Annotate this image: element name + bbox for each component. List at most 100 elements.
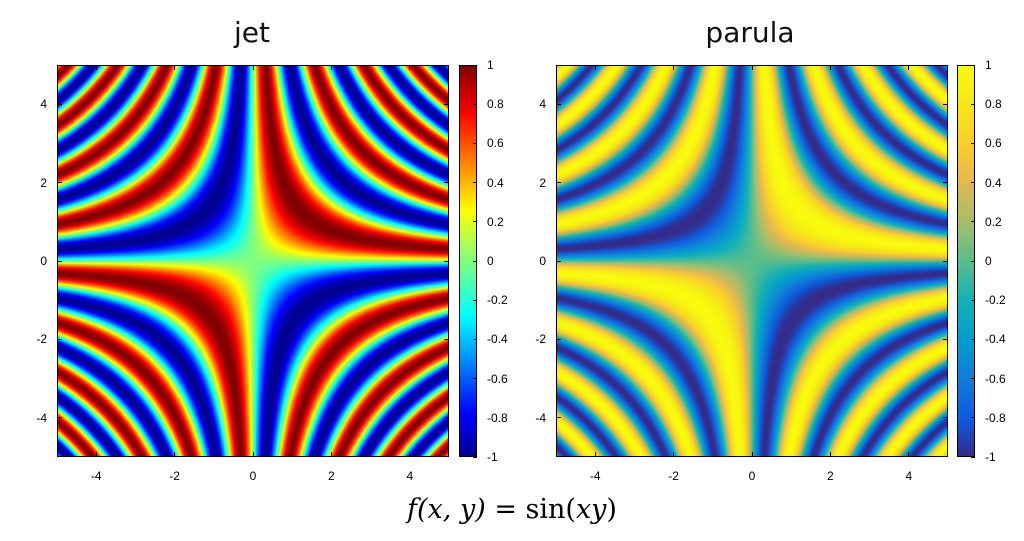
jet-xtick-mark-top [330,65,332,70]
parula-ytick-mark [556,417,561,419]
jet-xtick-mark-top [174,65,176,70]
jet-xtick-mark [409,452,411,457]
parula-colorbar-tick-mark [971,182,975,184]
parula-colorbar-tick-label: 0.4 [985,175,1002,190]
parula-colorbar-tick-mark [971,142,975,144]
jet-colorbar-tick-mark [473,103,477,105]
parula-ytick-mark-right [943,103,948,105]
parula-colorbar-tick-mark [971,103,975,105]
parula-colorbar-tick-mark [971,378,975,380]
jet-colorbar-tick-mark [473,456,477,458]
jet-colorbar-tick-mark [473,299,477,301]
jet-colorbar-tick-mark [473,338,477,340]
parula-chart-title: parula [705,16,795,49]
formula-equals-sin: = sin( [485,494,576,525]
jet-colorbar-tick-label: -0.2 [487,293,508,308]
parula-colorbar-tick-mark [971,260,975,262]
parula-ytick-mark-right [943,338,948,340]
formula-function-name: f [407,494,418,525]
parula-xtick-mark-top [673,65,675,70]
jet-ytick-label: -2 [36,332,47,347]
jet-xtick-mark [174,452,176,457]
jet-colorbar-tick-mark [473,64,477,66]
parula-ytick-label: -4 [535,410,546,425]
jet-colorbar-tick-mark [473,378,477,380]
jet-xtick-mark [95,452,97,457]
parula-colorbar-tick-mark [971,299,975,301]
jet-colorbar-tick-label: -0.4 [487,332,508,347]
parula-colorbar-tick-label: -0.6 [985,371,1006,386]
jet-xtick-label: 0 [249,469,257,483]
jet-heatmap [57,65,449,457]
parula-colorbar-tick-mark [971,338,975,340]
jet-colorbar-tick-label: -0.6 [487,371,508,386]
parula-ytick-mark [556,260,561,262]
jet-colorbar-tick-mark [473,182,477,184]
jet-ytick-mark [57,260,62,262]
jet-ytick-label: 0 [40,254,47,268]
parula-ytick-mark [556,338,561,340]
parula-ytick-mark [556,182,561,184]
jet-ytick-label: 4 [40,97,47,112]
parula-ytick-mark-right [943,417,948,419]
parula-xtick-label: 0 [748,469,756,483]
jet-colorbar-tick-mark [473,142,477,144]
jet-ytick-label: 2 [40,175,47,190]
parula-colorbar-tick-label: 0 [985,254,992,268]
jet-xtick-mark-top [409,65,411,70]
parula-xtick-label: -4 [589,469,601,483]
jet-ytick-mark [57,417,62,419]
jet-xtick-label: 2 [328,469,335,483]
jet-colorbar-tick-label: -1 [487,450,498,464]
jet-ytick-mark [57,182,62,184]
parula-colorbar [957,65,975,457]
parula-xtick-mark [594,452,596,457]
jet-ytick-mark-right [444,103,449,105]
jet-colorbar-tick-mark [473,260,477,262]
parula-heatmap [556,65,948,457]
parula-xtick-mark-top [594,65,596,70]
jet-xtick-label: 4 [406,469,414,483]
jet-colorbar-tick-label: 0 [487,254,494,268]
parula-colorbar-tick-label: 0.2 [985,214,1002,229]
jet-xtick-mark [330,452,332,457]
parula-xtick-label: 2 [827,469,834,483]
parula-xtick-mark [829,452,831,457]
parula-colorbar-tick-label: -0.8 [985,410,1006,425]
jet-colorbar-tick-label: 0.8 [487,97,504,112]
jet-ytick-label: -4 [36,410,47,425]
parula-ytick-label: -2 [535,332,546,347]
parula-colorbar-tick-label: 0.6 [985,136,1002,151]
parula-colorbar-tick-label: 1 [985,58,992,72]
jet-colorbar-tick-label: 1 [487,58,494,72]
formula-arguments: (x, y) [417,494,486,525]
jet-ytick-mark [57,338,62,340]
parula-colorbar-tick-mark [971,221,975,223]
parula-ytick-label: 4 [539,97,546,112]
jet-xtick-mark [252,452,254,457]
parula-colorbar-tick-mark [971,417,975,419]
parula-xtick-mark-top [829,65,831,70]
jet-colorbar [459,65,477,457]
jet-ytick-mark-right [444,182,449,184]
parula-xtick-mark [673,452,675,457]
parula-colorbar-tick-label: -0.4 [985,332,1006,347]
jet-xtick-label: -4 [90,469,102,483]
jet-colorbar-tick-label: -0.8 [487,410,508,425]
formula-product: xy [575,494,607,525]
parula-colorbar-tick-label: -0.2 [985,293,1006,308]
parula-colorbar-tick-label: -1 [985,450,996,464]
parula-colorbar-tick-mark [971,456,975,458]
parula-colorbar-tick-label: 0.8 [985,97,1002,112]
jet-colorbar-tick-label: 0.4 [487,175,504,190]
formula-close-paren: ) [606,494,617,525]
parula-xtick-label: -2 [668,469,679,483]
parula-xtick-mark [908,452,910,457]
jet-chart-title: jet [234,16,270,49]
parula-xtick-label: 4 [905,469,913,483]
jet-xtick-mark-top [252,65,254,70]
jet-xtick-label: -2 [169,469,180,483]
function-formula: f(x, y) = sin(xy) [0,494,1024,525]
jet-colorbar-tick-label: 0.2 [487,214,504,229]
jet-ytick-mark-right [444,338,449,340]
